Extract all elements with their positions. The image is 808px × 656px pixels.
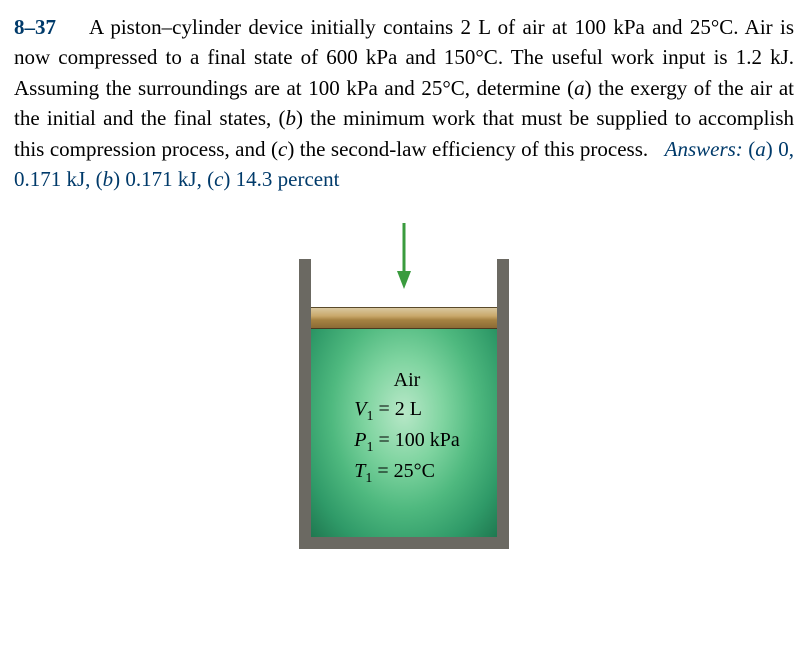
problem-text: 8–37 A piston–cylinder device initially … [14, 12, 794, 195]
wall-bottom [299, 537, 509, 549]
wall-left [299, 259, 311, 549]
answers-label: Answers: [654, 137, 743, 161]
state-line-2: P1 = 100 kPa [354, 427, 460, 458]
problem-body-4: ) the second-law efficiency of this proc… [287, 137, 648, 161]
state-line-3: T1 = 25°C [354, 458, 460, 489]
wall-right [497, 259, 509, 549]
part-a-label: a [574, 76, 585, 100]
gas-title: Air [354, 367, 460, 394]
part-b-label: b [286, 106, 297, 130]
part-c-label: c [278, 137, 287, 161]
state-line-1: V1 = 2 L [354, 396, 460, 427]
piston-cylinder-diagram: Air V1 = 2 L P1 = 100 kPa T1 = 25°C [299, 219, 509, 549]
gas-state-label: Air V1 = 2 L P1 = 100 kPa T1 = 25°C [354, 367, 460, 489]
gas-fill: Air V1 = 2 L P1 = 100 kPa T1 = 25°C [311, 329, 497, 537]
figure-container: Air V1 = 2 L P1 = 100 kPa T1 = 25°C [14, 219, 794, 549]
problem-number: 8–37 [14, 15, 56, 39]
piston [311, 307, 497, 329]
cylinder-walls: Air V1 = 2 L P1 = 100 kPa T1 = 25°C [299, 259, 509, 549]
